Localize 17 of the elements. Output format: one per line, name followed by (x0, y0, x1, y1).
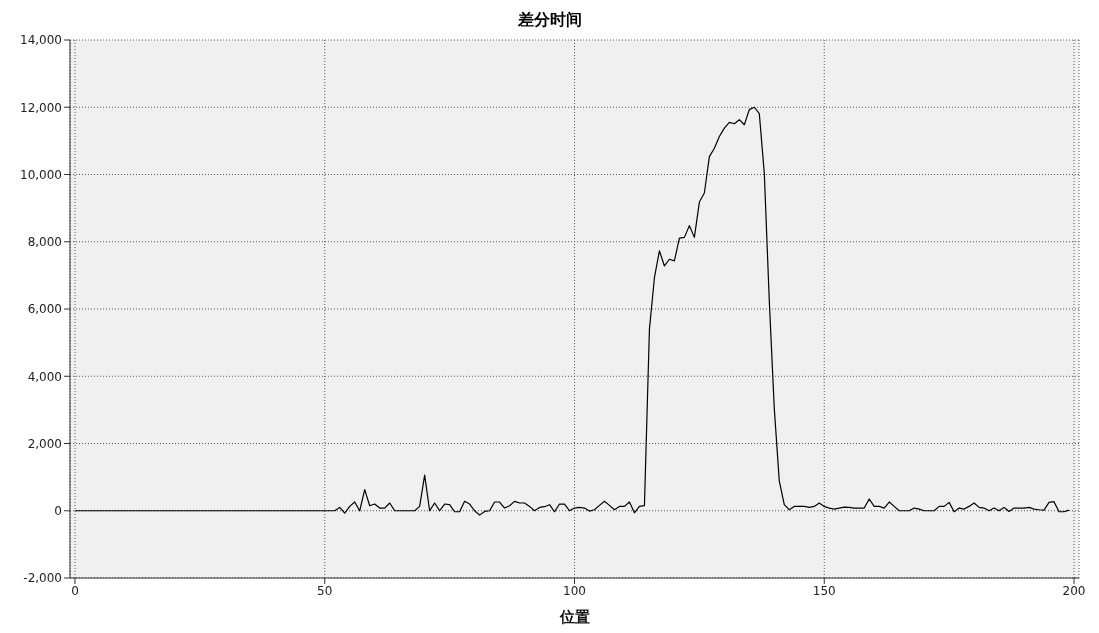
x-tick-label: 50 (317, 583, 333, 598)
x-tick-label: 100 (563, 583, 586, 598)
y-tick-label: 10,000 (20, 167, 62, 182)
y-tick-label: -2,000 (23, 571, 62, 586)
x-axis-title: 位置 (558, 608, 590, 626)
y-tick-label: 0 (54, 504, 62, 519)
line-series (74, 106, 1070, 516)
y-tick-label: 2,000 (27, 436, 62, 451)
x-tick-label: 0 (71, 583, 79, 598)
x-tick-label: 200 (1062, 583, 1086, 598)
x-tick-label: 150 (812, 583, 836, 598)
y-tick-label: 4,000 (27, 369, 62, 384)
y-tick-label: 12,000 (20, 100, 62, 115)
y-tick-label: 8,000 (27, 235, 62, 250)
chart-title: 差分时间 (516, 9, 583, 31)
y-tick-label: 6,000 (27, 302, 62, 317)
y-tick-label: 14,000 (20, 33, 62, 48)
